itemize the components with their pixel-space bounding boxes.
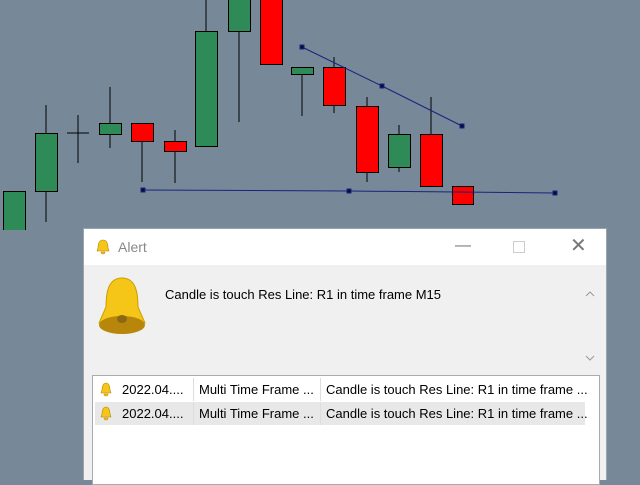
alert-row[interactable]: 2022.04.... Multi Time Frame ... Candle … bbox=[95, 378, 588, 401]
row-icon bbox=[100, 382, 112, 397]
alert-row[interactable]: 2022.04.... Multi Time Frame ... Candle … bbox=[95, 402, 588, 425]
row-message: Candle is touch Res Line: R1 in time fra… bbox=[326, 406, 588, 421]
maximize-button[interactable] bbox=[513, 241, 525, 253]
row-source: Multi Time Frame ... bbox=[199, 406, 314, 421]
window-title: Alert bbox=[118, 239, 147, 255]
scroll-arrows bbox=[585, 291, 595, 361]
alert-message: Candle is touch Res Line: R1 in time fra… bbox=[165, 287, 442, 302]
alert-dialog: Alert — ✕ Candle is touch Res Line: R1 i… bbox=[83, 228, 607, 485]
minimize-button[interactable]: — bbox=[455, 237, 471, 254]
candles bbox=[3, 0, 474, 230]
row-message: Candle is touch Res Line: R1 in time fra… bbox=[326, 382, 588, 397]
alert-bell-icon bbox=[98, 277, 146, 334]
scrollbar[interactable] bbox=[580, 285, 600, 367]
trend-lines bbox=[140, 44, 558, 196]
row-time: 2022.04.... bbox=[122, 382, 184, 397]
title-icon bbox=[96, 239, 110, 255]
row-source: Multi Time Frame ... bbox=[199, 382, 314, 397]
title-bar: Alert — ✕ bbox=[84, 229, 606, 265]
price-chart bbox=[3, 0, 558, 230]
close-button[interactable]: ✕ bbox=[570, 235, 587, 257]
row-icon bbox=[100, 406, 112, 421]
row-time: 2022.04.... bbox=[122, 406, 184, 421]
alert-list: 2022.04.... Multi Time Frame ... Candle … bbox=[92, 375, 600, 485]
